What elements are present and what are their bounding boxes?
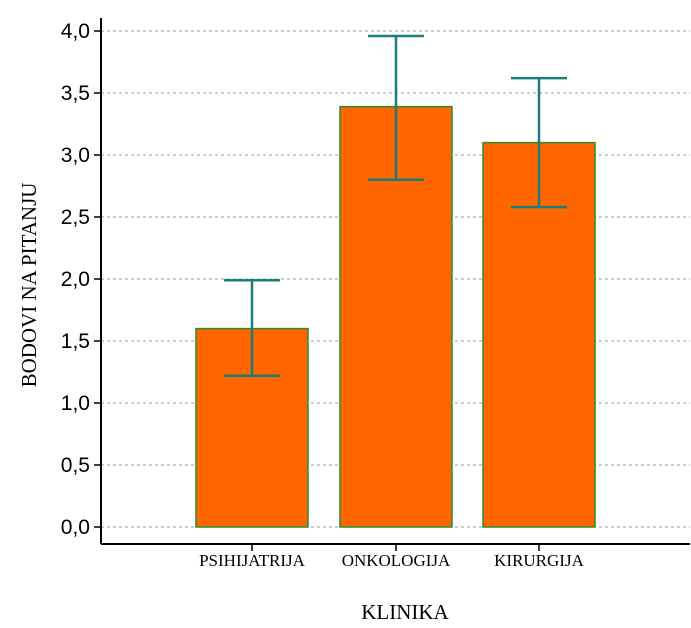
- y-tick-label: 4,0: [61, 20, 90, 43]
- x-tick-label: ONKOLOGIJA: [342, 551, 451, 570]
- y-tick-label: 3,5: [61, 82, 90, 105]
- y-tick-label: 0,5: [61, 454, 90, 477]
- y-tick-label: 3,0: [61, 144, 90, 167]
- y-tick-label: 2,0: [61, 268, 90, 291]
- x-tick-label: PSIHIJATRIJA: [199, 551, 306, 570]
- x-axis-title: KLINIKA: [361, 600, 449, 624]
- y-ticks: 0,0 0,5 1,0 1,5 2,0 2,5 3,0 3,5 4,0: [61, 20, 101, 539]
- error-bars: [224, 34, 567, 377]
- y-tick-label: 1,0: [61, 392, 90, 415]
- y-axis-title: BODOVI NA PITANJU: [17, 183, 41, 388]
- bars: [195, 105, 596, 528]
- y-tick-label: 0,0: [61, 516, 90, 539]
- x-tick-label: KIRURGIJA: [494, 551, 584, 570]
- x-ticks: PSIHIJATRIJA ONKOLOGIJA KIRURGIJA: [199, 544, 585, 570]
- y-tick-label: 1,5: [61, 330, 90, 353]
- y-tick-label: 2,5: [61, 206, 90, 229]
